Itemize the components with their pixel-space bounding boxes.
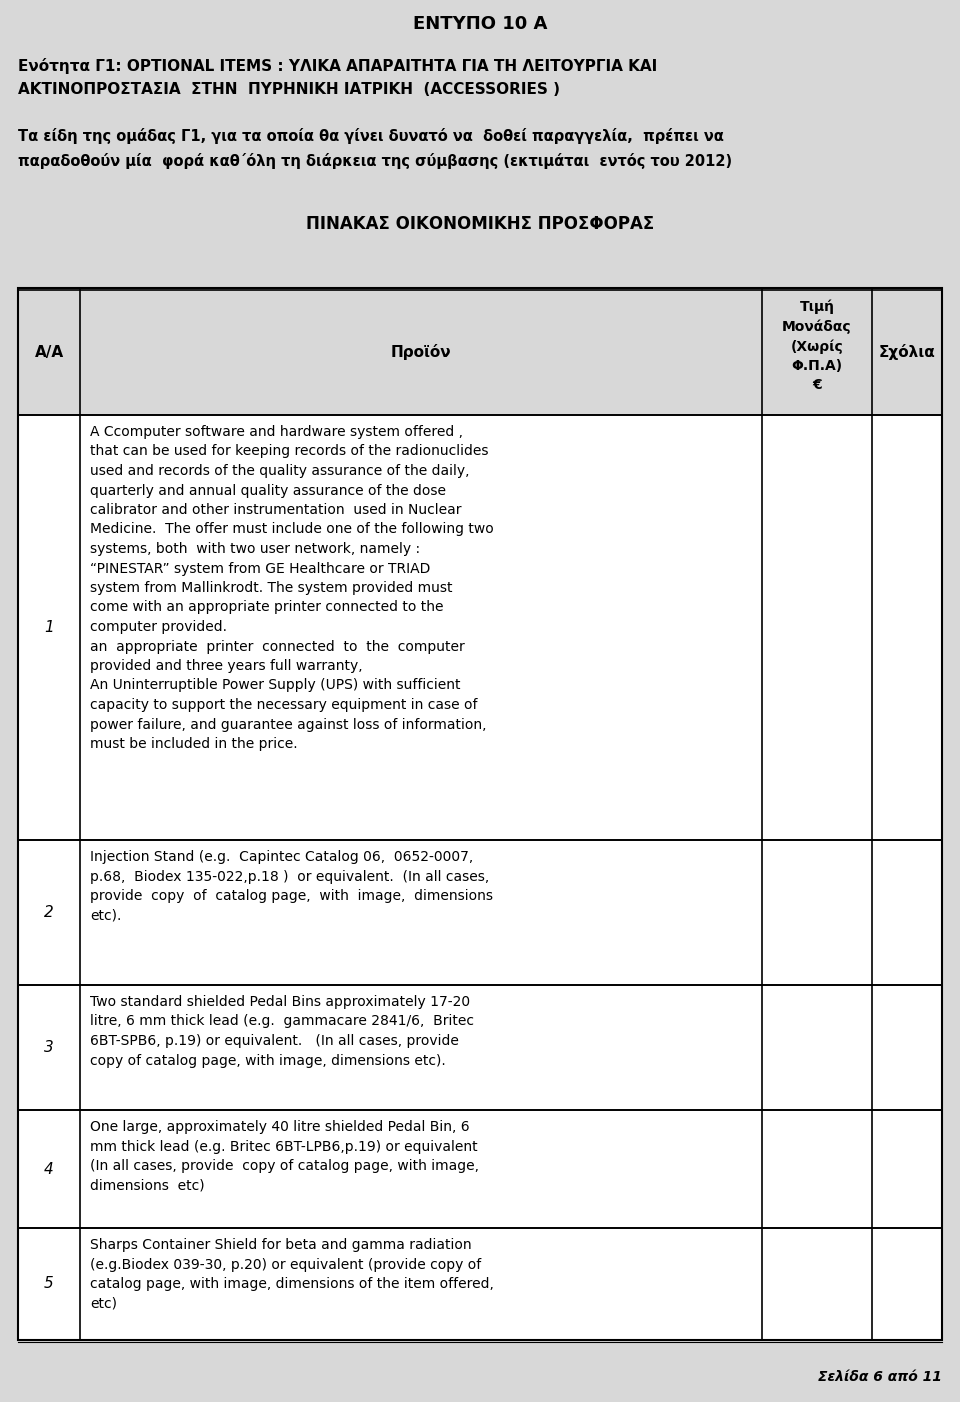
Text: Ενότητα Γ1: OPTIONAL ITEMS : ΥΛΙΚΑ ΑΠΑΡΑΙΤΗΤΑ ΓΙΑ ΤΗ ΛΕΙΤΟΥΡΓΙΑ ΚΑΙ: Ενότητα Γ1: OPTIONAL ITEMS : ΥΛΙΚΑ ΑΠΑΡΑ…	[18, 57, 658, 74]
Text: Injection Stand (e.g.  Capintec Catalog 06,  0652-0007,
p.68,  Biodex 135-022,p.: Injection Stand (e.g. Capintec Catalog 0…	[90, 850, 493, 923]
Text: Two standard shielded Pedal Bins approximately 17-20
litre, 6 mm thick lead (e.g: Two standard shielded Pedal Bins approxi…	[90, 995, 474, 1067]
Text: 3: 3	[44, 1040, 54, 1054]
Text: 2: 2	[44, 906, 54, 920]
Bar	[18, 290, 942, 415]
Text: 5: 5	[44, 1276, 54, 1291]
Text: 4: 4	[44, 1161, 54, 1176]
Text: Σχόλια: Σχόλια	[878, 345, 935, 360]
Text: Sharps Container Shield for beta and gamma radiation
(e.g.Biodex 039-30, p.20) o: Sharps Container Shield for beta and gam…	[90, 1238, 493, 1311]
Text: One large, approximately 40 litre shielded Pedal Bin, 6
mm thick lead (e.g. Brit: One large, approximately 40 litre shield…	[90, 1120, 479, 1193]
Text: Α/Α: Α/Α	[35, 345, 63, 360]
Text: ΑΚΤΙΝΟΠΡΟΣΤΑΣΙΑ  ΣΤΗΝ  ΠΥΡΗΝΙΚΗ ΙΑΤΡΙΚΗ  (ACCESSORIES ): ΑΚΤΙΝΟΠΡΟΣΤΑΣΙΑ ΣΤΗΝ ΠΥΡΗΝΙΚΗ ΙΑΤΡΙΚΗ (A…	[18, 81, 560, 97]
Bar	[18, 287, 942, 1340]
Bar	[18, 415, 942, 840]
Text: Τα είδη της ομάδας Γ1, για τα οποία θα γίνει δυνατό να  δοθεί παραγγελία,  πρέπε: Τα είδη της ομάδας Γ1, για τα οποία θα γ…	[18, 128, 724, 144]
Bar	[18, 840, 942, 986]
Bar	[18, 1228, 942, 1340]
Bar	[18, 986, 942, 1110]
Text: A Ccomputer software and hardware system offered ,
that can be used for keeping : A Ccomputer software and hardware system…	[90, 425, 493, 751]
Text: παραδοθούν μία  φορά καθ΄όλη τη διάρκεια της σύμβασης (εκτιμάται  εντός του 2012: παραδοθούν μία φορά καθ΄όλη τη διάρκεια …	[18, 153, 732, 170]
Text: Προϊόν: Προϊόν	[391, 345, 451, 360]
Text: 1: 1	[44, 620, 54, 635]
Text: Τιμή
Μονάδας
(Χωρίς
Φ.Π.Α)
€: Τιμή Μονάδας (Χωρίς Φ.Π.Α) €	[782, 300, 852, 391]
Text: ΠΙΝΑΚΑΣ ΟΙΚΟΝΟΜΙΚΗΣ ΠΡΟΣΦΟΡΑΣ: ΠΙΝΑΚΑΣ ΟΙΚΟΝΟΜΙΚΗΣ ΠΡΟΣΦΟΡΑΣ	[306, 215, 654, 233]
Text: Σελίδα 6 από 11: Σελίδα 6 από 11	[818, 1370, 942, 1384]
Bar	[18, 1110, 942, 1228]
Text: ΕΝΤΥΠΟ 10 Α: ΕΝΤΥΠΟ 10 Α	[413, 15, 547, 34]
